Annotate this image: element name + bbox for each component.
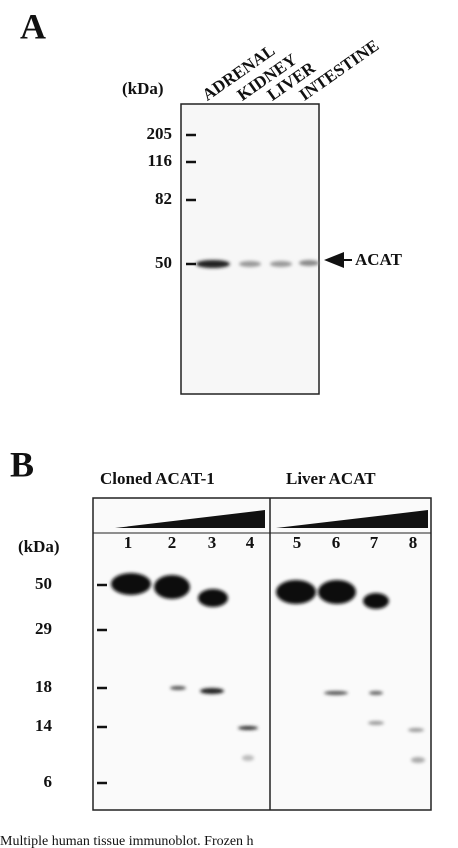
marker-label: 29: [35, 619, 52, 638]
lane-label: 3: [208, 533, 217, 552]
band-label: ACAT: [355, 250, 403, 269]
bands: [196, 260, 319, 268]
gradient-wedge: [276, 510, 428, 528]
caption: Multiple human tissue immunoblot. Frozen…: [0, 834, 254, 848]
marker-label: 50: [35, 574, 52, 593]
marker-label: 205: [147, 124, 173, 143]
blot: [92, 497, 432, 811]
group-label: Liver ACAT: [286, 469, 376, 488]
lane-label: 8: [409, 533, 418, 552]
blot: [180, 103, 320, 395]
lane-label: 1: [124, 533, 133, 552]
marker-label: 82: [155, 189, 172, 208]
marker-label: 116: [147, 151, 172, 170]
bands: [111, 573, 425, 763]
group-label: Cloned ACAT-1: [100, 469, 215, 488]
marker-label: 14: [35, 716, 53, 735]
marker-label: 50: [155, 253, 172, 272]
marker-label: 18: [35, 677, 52, 696]
unit-label: (kDa): [18, 537, 60, 556]
lane-label: 5: [293, 533, 302, 552]
lane-label: 4: [246, 533, 255, 552]
arrow: [324, 252, 344, 268]
panel-label: A: [20, 6, 46, 46]
marker-label: 6: [44, 772, 53, 791]
lane-label: 7: [370, 533, 379, 552]
unit-label: (kDa): [122, 79, 164, 98]
lane-label: 6: [332, 533, 341, 552]
gradient-wedge: [115, 510, 265, 528]
lane-label: 2: [168, 533, 177, 552]
panel-label: B: [10, 444, 34, 484]
